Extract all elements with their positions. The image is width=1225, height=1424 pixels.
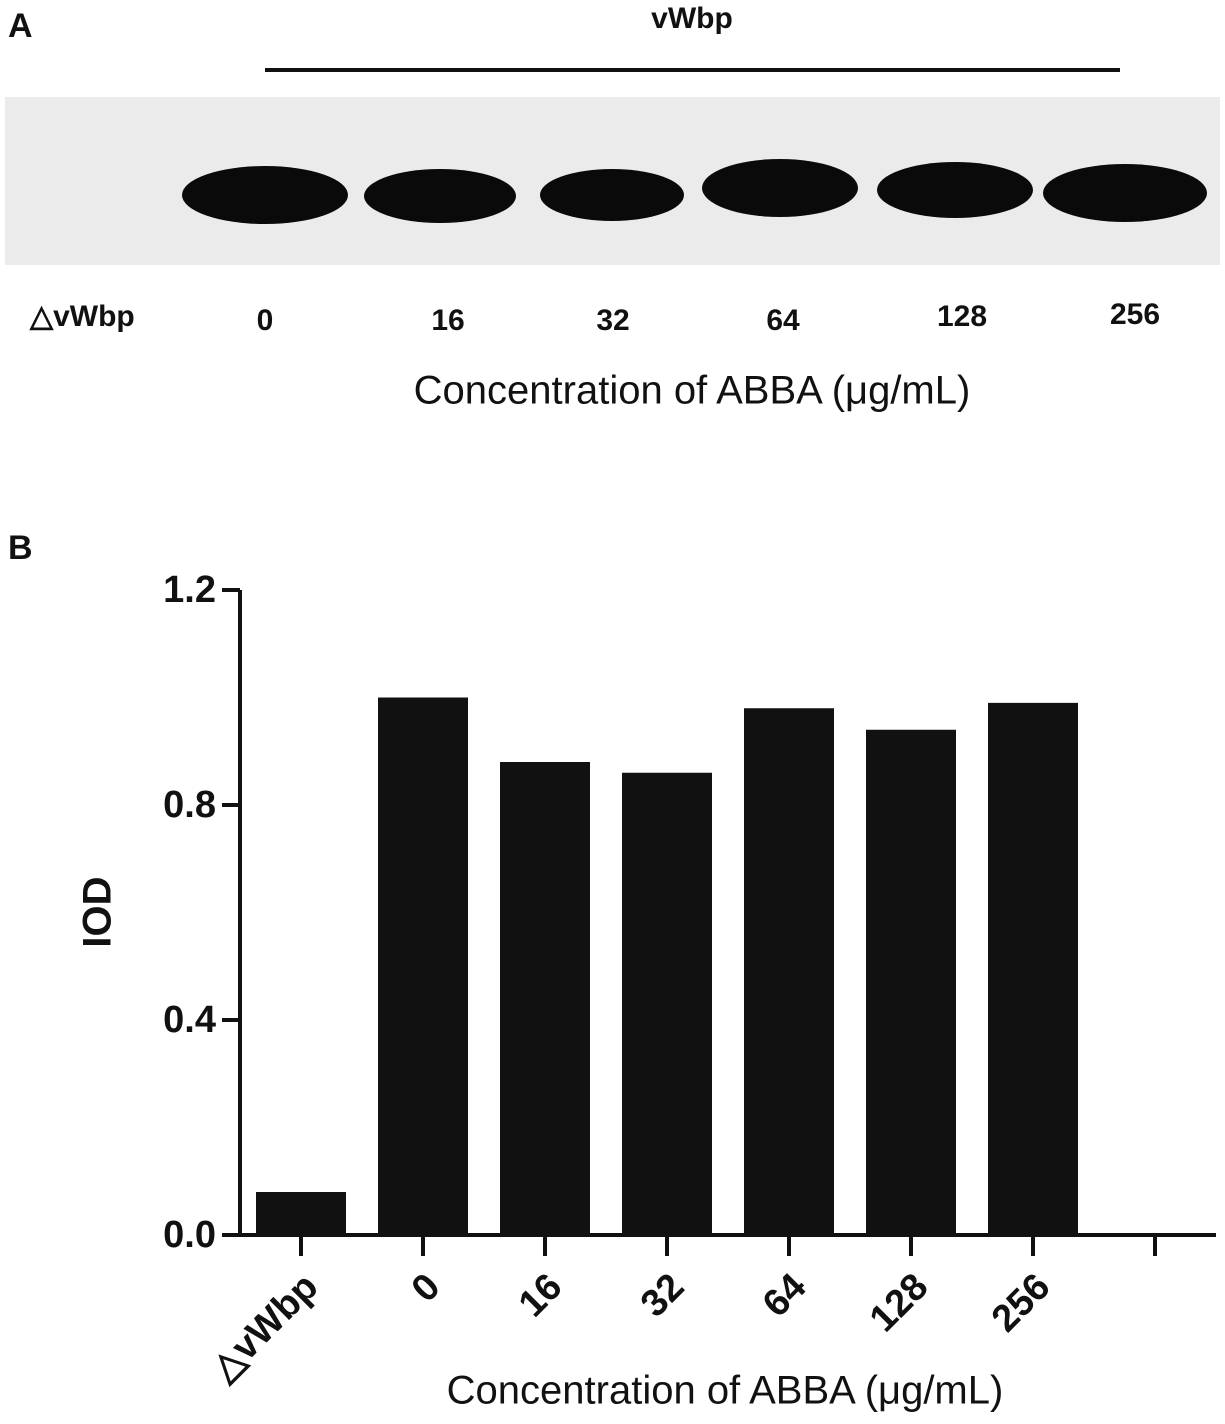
band bbox=[364, 169, 516, 223]
bar bbox=[622, 772, 712, 1235]
bar bbox=[500, 762, 590, 1235]
bar bbox=[378, 697, 468, 1235]
panel-label: A bbox=[8, 7, 33, 45]
x-tick-label: 32 bbox=[633, 1266, 693, 1326]
x-tick-label: 64 bbox=[755, 1266, 815, 1326]
y-tick-label: 0.8 bbox=[163, 784, 216, 826]
bar bbox=[866, 729, 956, 1235]
band bbox=[540, 169, 684, 221]
lane-label: 256 bbox=[1110, 298, 1160, 331]
lane-label: 64 bbox=[766, 304, 800, 337]
x-tick-label: 128 bbox=[862, 1266, 937, 1341]
lane-label: △vWbp bbox=[29, 300, 135, 333]
x-axis-label: Concentration of ABBA (μg/mL) bbox=[414, 369, 971, 413]
y-axis-label: IOD bbox=[76, 876, 120, 947]
panel-label: B bbox=[8, 529, 33, 567]
bar bbox=[988, 702, 1078, 1235]
y-tick-label: 0.0 bbox=[163, 1214, 216, 1256]
lane-label: 0 bbox=[257, 304, 274, 337]
band bbox=[182, 166, 348, 224]
band bbox=[702, 159, 858, 217]
bar bbox=[256, 1192, 346, 1235]
lane-label: 32 bbox=[596, 304, 629, 337]
group-label: vWbp bbox=[651, 2, 733, 35]
x-tick-label: 256 bbox=[984, 1266, 1059, 1341]
band bbox=[877, 162, 1033, 218]
blot-bands bbox=[182, 159, 1207, 224]
y-tick-label: 1.2 bbox=[163, 569, 216, 611]
x-tick-label: △vWbp bbox=[202, 1266, 326, 1390]
x-tick-label: 0 bbox=[404, 1266, 449, 1311]
lane-label: 16 bbox=[431, 304, 464, 337]
bar bbox=[744, 708, 834, 1235]
y-tick-label: 0.4 bbox=[163, 999, 216, 1041]
x-axis-label: Concentration of ABBA (μg/mL) bbox=[447, 1369, 1004, 1413]
lane-label: 128 bbox=[937, 300, 987, 333]
x-tick-label: 16 bbox=[511, 1266, 571, 1326]
band bbox=[1043, 164, 1207, 222]
